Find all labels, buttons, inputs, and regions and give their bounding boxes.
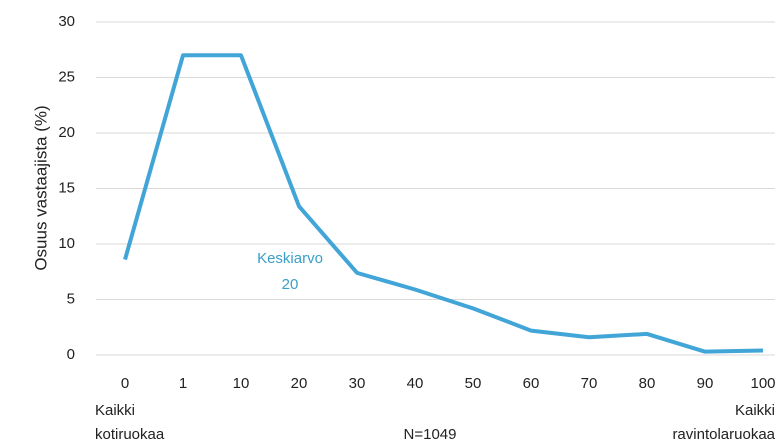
x-tick-label: 90 (697, 375, 714, 392)
y-tick-label: 10 (58, 235, 75, 252)
y-tick-label: 0 (67, 346, 75, 363)
left-note: kotiruokaa (95, 426, 165, 443)
y-tick-label: 15 (58, 179, 75, 196)
annotation: 20 (282, 276, 299, 293)
x-tick-label: 30 (349, 375, 366, 392)
y-tick-label: 20 (58, 124, 75, 141)
x-tick-label: 40 (407, 375, 424, 392)
left-note: Kaikki (95, 402, 135, 419)
line (123, 53, 764, 354)
x-tick-label: 100 (750, 375, 775, 392)
y-axis-label: Osuus vastaajista (%) (31, 105, 50, 270)
x-tick-label: 70 (581, 375, 598, 392)
x-tick-label: 50 (465, 375, 482, 392)
x-tick-label: 60 (523, 375, 540, 392)
x-tick-label: 80 (639, 375, 656, 392)
annotation: Keskiarvo (257, 250, 323, 267)
center-note: N=1049 (404, 426, 457, 443)
y-tick-label: 30 (58, 13, 75, 30)
y-tick-label: 25 (58, 68, 75, 85)
x-tick-label: 20 (291, 375, 308, 392)
x-tick-label: 10 (233, 375, 250, 392)
y-tick-label: 5 (67, 290, 75, 307)
x-tick-label: 0 (121, 375, 129, 392)
x-tick-label: 1 (179, 375, 187, 392)
right-note: ravintolaruokaa (672, 426, 775, 443)
right-note: Kaikki (735, 402, 775, 419)
